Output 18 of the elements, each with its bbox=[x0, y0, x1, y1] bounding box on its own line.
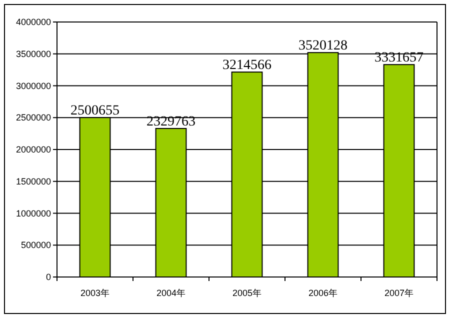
y-tick-label: 0 bbox=[46, 272, 51, 282]
x-tick-label: 2005年 bbox=[232, 288, 262, 298]
data-label: 3214566 bbox=[222, 58, 272, 74]
y-tick-label: 2000000 bbox=[16, 144, 51, 154]
x-tick-label: 2004年 bbox=[156, 288, 186, 298]
data-label: 3520128 bbox=[298, 38, 348, 54]
y-tick-label: 3000000 bbox=[16, 80, 51, 91]
y-tick-label: 2500000 bbox=[16, 112, 51, 123]
y-tick-label: 500000 bbox=[20, 240, 51, 250]
x-tick-label: 2007年 bbox=[384, 288, 414, 298]
y-tick-label: 3500000 bbox=[16, 48, 51, 59]
x-tick-label: 2006年 bbox=[308, 288, 338, 298]
x-tick-label: 2003年 bbox=[80, 288, 110, 298]
data-label: 3331657 bbox=[374, 50, 424, 66]
y-tick-label: 4000000 bbox=[16, 17, 51, 27]
y-tick-label: 1500000 bbox=[16, 176, 51, 186]
y-tick-label: 1000000 bbox=[16, 208, 51, 218]
data-label: 2500655 bbox=[70, 104, 120, 119]
